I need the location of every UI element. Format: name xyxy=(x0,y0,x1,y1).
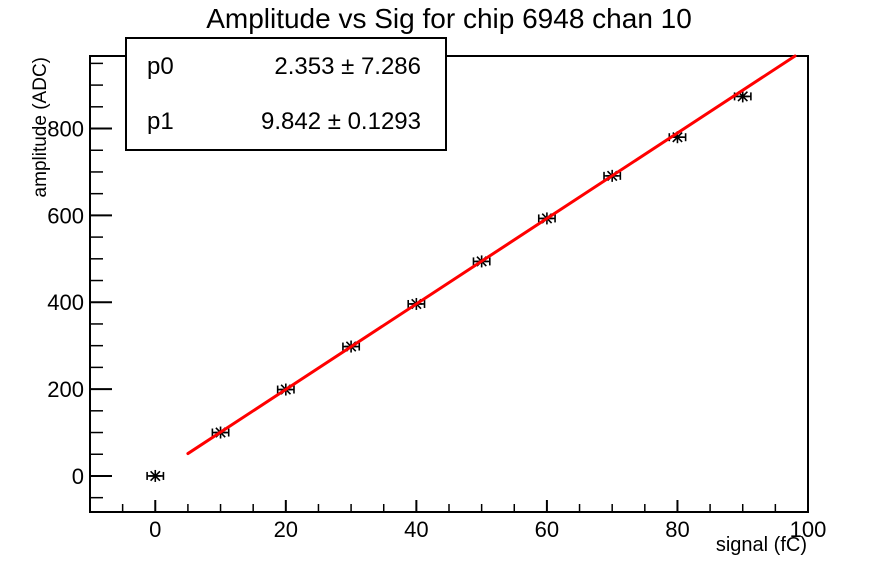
x-tick-label: 80 xyxy=(665,517,689,542)
y-tick-label: 200 xyxy=(47,377,84,402)
stat-p1-name: p1 xyxy=(147,107,174,135)
chart-title: Amplitude vs Sig for chip 6948 chan 10 xyxy=(206,3,692,34)
data-marker xyxy=(672,131,683,143)
stat-row-p0: p0 2.353 ± 7.286 xyxy=(127,53,445,81)
data-marker xyxy=(150,470,161,482)
stat-p1-value: 9.842 ± 0.1293 xyxy=(261,107,421,135)
y-axis-title: amplitude (ADC) xyxy=(30,57,51,197)
data-marker xyxy=(737,91,748,102)
x-tick-label: 40 xyxy=(404,517,428,542)
plot-frame-and-data: 0 20 40 60 80 100 0 200 400 600 800 xyxy=(47,54,827,542)
stat-p0-name: p0 xyxy=(147,52,174,80)
fit-stats-box: p0 2.353 ± 7.286 p1 9.842 ± 0.1293 xyxy=(125,37,447,151)
x-tick-label: 0 xyxy=(149,517,161,542)
stat-p0-value: 2.353 ± 7.286 xyxy=(274,52,421,80)
x-axis-title: signal (fC) xyxy=(716,534,807,556)
fit-line xyxy=(186,54,797,456)
stat-row-p1: p1 9.842 ± 0.1293 xyxy=(127,108,445,136)
x-tick-label: 100 xyxy=(790,517,827,542)
y-tick-label: 400 xyxy=(47,290,84,315)
x-tick-label: 20 xyxy=(274,517,298,542)
x-tick-label: 60 xyxy=(535,517,559,542)
y-tick-label: 800 xyxy=(47,117,84,142)
y-tick-label: 0 xyxy=(72,464,84,489)
y-tick-label: 600 xyxy=(47,203,84,228)
